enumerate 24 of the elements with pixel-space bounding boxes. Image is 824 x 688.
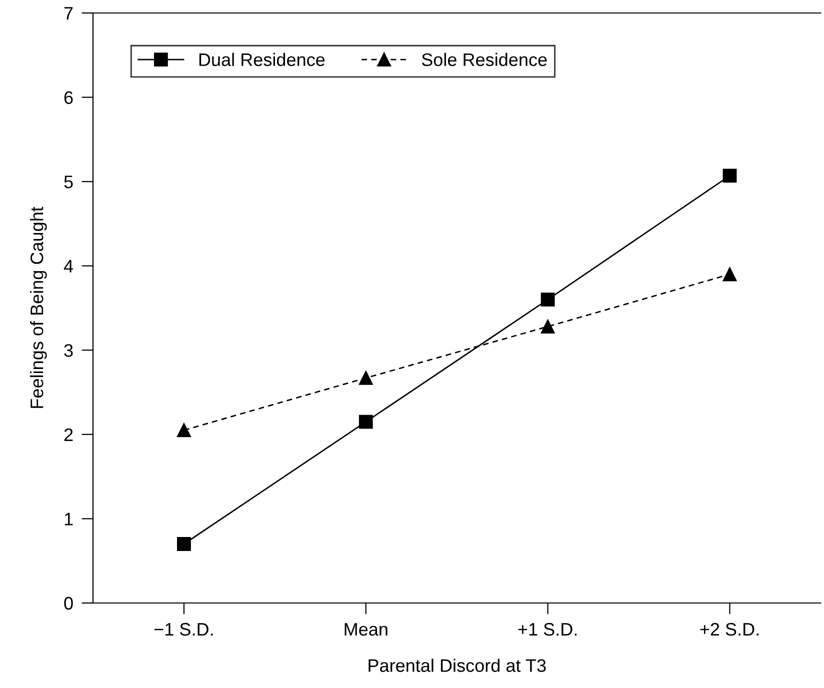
- point: [358, 371, 373, 385]
- y-tick-label: 6: [64, 91, 73, 104]
- point: [540, 320, 555, 334]
- legend-label: Sole Residence: [422, 52, 547, 66]
- y-tick-label: 1: [64, 512, 73, 526]
- point: [358, 414, 373, 429]
- y-tick-label: 0: [64, 596, 73, 610]
- x-tick-label: −1 S.D.: [154, 622, 213, 636]
- y-tick-label: 3: [64, 344, 73, 357]
- y-axis-title: Feelings of Being Caught: [30, 206, 47, 408]
- legend-label: Dual Residence: [199, 52, 325, 66]
- y-tick-label: 2: [64, 428, 73, 441]
- y-tick-label: 4: [64, 260, 74, 272]
- point: [722, 168, 737, 183]
- x-axis-title: Parental Discord at T3: [368, 658, 546, 672]
- y-tick-label: 7: [64, 7, 73, 20]
- point: [177, 423, 191, 438]
- y-tick-label: 5: [64, 176, 73, 188]
- x-tick-label: +2 S.D.: [700, 622, 758, 636]
- point: [722, 267, 737, 282]
- x-tick-label: +1 S.D.: [518, 622, 577, 636]
- x-tick-label: Mean: [344, 623, 388, 636]
- point: [177, 537, 191, 551]
- point: [540, 292, 555, 307]
